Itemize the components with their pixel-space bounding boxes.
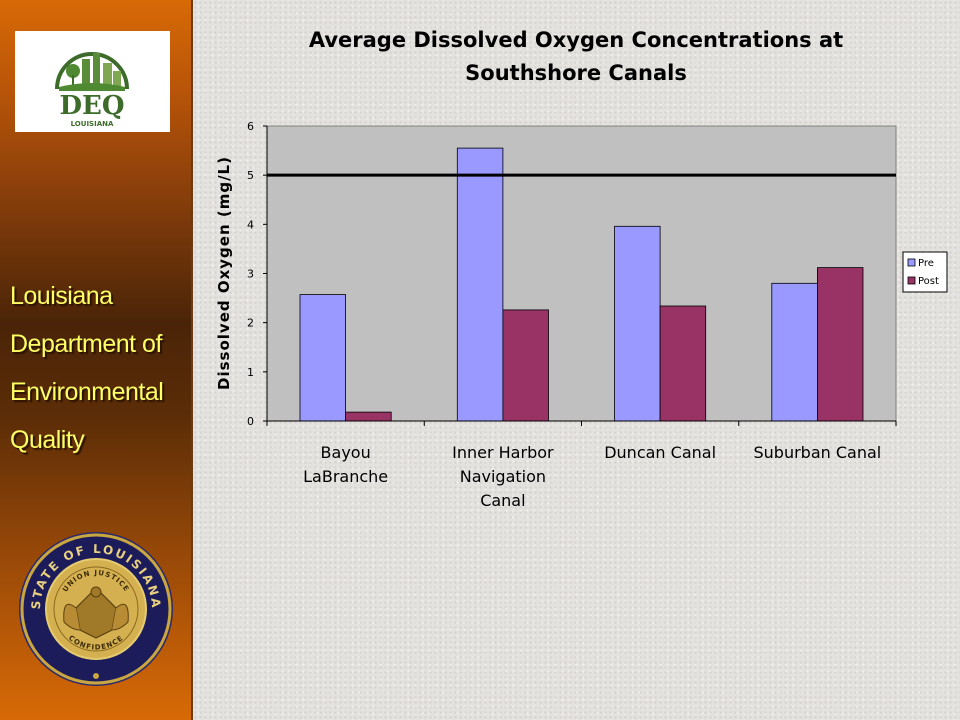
x-axis-categories: Bayou LaBranche Inner Harbor Navigation Cana… <box>266 421 897 510</box>
state-seal: STATE OF LOUISIANA UNION JUSTICE CONFIDE… <box>18 530 174 688</box>
y-tick-label: 2 <box>247 317 254 330</box>
x-category-label-line: LaBranche <box>303 467 388 486</box>
chart-title-line: Average Dissolved Oxygen Concentrations … <box>309 28 843 52</box>
bar-post-3 <box>817 267 864 422</box>
y-tick-label: 6 <box>247 120 254 133</box>
x-category-label-line: Bayou <box>321 443 371 462</box>
logo-text: DEQ <box>59 91 124 121</box>
legend-swatch-post <box>907 276 916 285</box>
y-tick-label: 3 <box>247 268 254 281</box>
bars-layer <box>299 147 864 422</box>
bar-post-2 <box>659 305 707 422</box>
y-tick-label: 4 <box>247 218 254 231</box>
state-seal-icon: STATE OF LOUISIANA UNION JUSTICE CONFIDE… <box>19 532 173 686</box>
org-name-line: Louisiana <box>10 282 113 310</box>
y-tick-label: 5 <box>247 169 254 182</box>
slide-content: Average Dissolved Oxygen Concentrations … <box>193 0 960 720</box>
x-category-label-line: Navigation <box>460 467 546 486</box>
y-tick-label: 1 <box>247 366 254 379</box>
chart-title-line: Southshore Canals <box>465 61 687 85</box>
x-category-label-line: Duncan Canal <box>604 443 716 462</box>
y-tick-label: 0 <box>247 415 254 428</box>
org-name: Louisiana Department of Environmental Qu… <box>10 272 190 464</box>
x-category-label-line: Suburban Canal <box>754 443 882 462</box>
bar-chart: Average Dissolved Oxygen Concentrations … <box>215 28 948 510</box>
logo-subtext: LOUISIANA <box>71 120 114 128</box>
bar-pre-2 <box>614 225 661 422</box>
bar-pre-1 <box>456 147 504 422</box>
legend-label-pre: Pre <box>918 258 934 269</box>
org-name-line: Environmental <box>10 378 164 406</box>
chart-legend: Pre Post <box>902 251 948 293</box>
bar-pre-0 <box>299 294 346 422</box>
x-category-label: Inner Harbor Navigation Canal <box>452 443 554 510</box>
x-category-label: Duncan Canal <box>604 443 716 462</box>
org-name-line: Quality <box>10 426 85 454</box>
x-category-label-line: Inner Harbor <box>452 443 554 462</box>
x-category-label: Bayou LaBranche <box>303 443 388 486</box>
y-axis-ticks: 0 1 2 3 4 5 6 <box>247 120 267 428</box>
x-category-label-line: Canal <box>480 491 525 510</box>
bar-pre-3 <box>771 282 818 422</box>
sidebar: DEQ LOUISIANA Louisiana Department of En… <box>0 0 193 720</box>
legend-swatch-pre <box>907 258 916 267</box>
y-axis-label: Dissolved Oxygen (mg/L) <box>215 156 233 390</box>
deq-logo: DEQ LOUISIANA <box>15 31 170 132</box>
deq-logo-icon: DEQ LOUISIANA <box>55 52 129 128</box>
x-category-label: Suburban Canal <box>754 443 882 462</box>
legend-label-post: Post <box>918 276 939 287</box>
org-name-line: Department of <box>10 330 162 358</box>
bar-post-1 <box>502 309 549 422</box>
bar-post-0 <box>345 411 392 422</box>
